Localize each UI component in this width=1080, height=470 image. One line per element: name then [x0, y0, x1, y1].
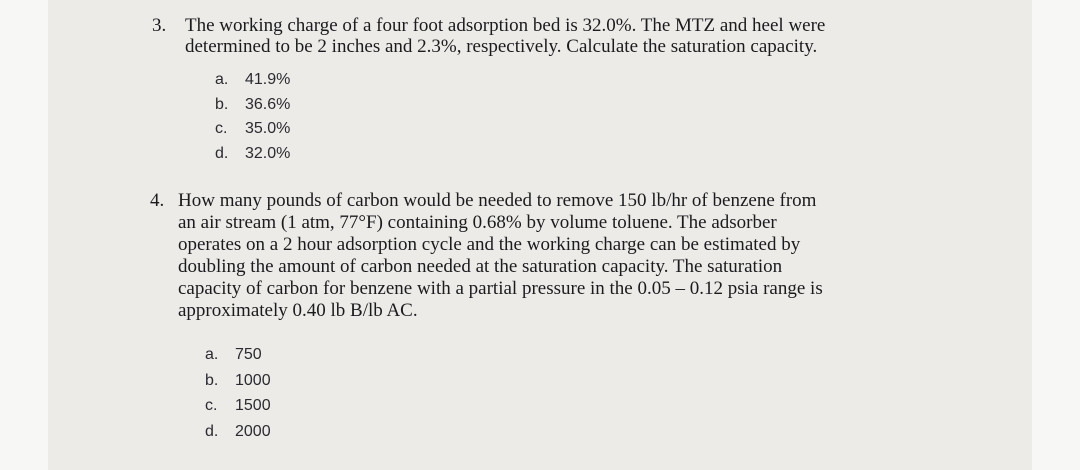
option-text: 32.0%	[245, 144, 291, 162]
option-letter: b.	[205, 371, 219, 389]
option-letter: a.	[205, 346, 219, 363]
question-text: approximately 0.40 lb B/lb AC.	[178, 300, 418, 321]
option-letter: c.	[215, 120, 228, 137]
option-text: 1000	[235, 371, 271, 389]
option-text: 1500	[235, 397, 271, 414]
option-text: 41.9%	[245, 71, 291, 88]
question-text: an air stream (1 atm, 77°F) containing 0…	[178, 212, 777, 233]
option-text: 750	[235, 346, 262, 363]
option-letter: c.	[205, 397, 218, 414]
option-letter: a.	[215, 71, 229, 88]
question-number: 4.	[150, 190, 165, 211]
option-letter: b.	[215, 95, 229, 113]
option-letter: d.	[205, 422, 219, 440]
option-text: 35.0%	[245, 120, 291, 137]
option-text: 2000	[235, 422, 271, 440]
question-text: operates on a 2 hour adsorption cycle an…	[178, 234, 801, 255]
question-text: determined to be 2 inches and 2.3%, resp…	[185, 36, 818, 57]
option-letter: d.	[215, 144, 229, 162]
question-text: doubling the amount of carbon needed at …	[178, 256, 783, 277]
option-text: 36.6%	[245, 95, 291, 113]
question-number: 3.	[152, 15, 167, 36]
document-sheet	[48, 0, 1032, 470]
question-text: How many pounds of carbon would be neede…	[178, 190, 817, 211]
question-text: The working charge of a four foot adsorp…	[185, 15, 826, 36]
question-text: capacity of carbon for benzene with a pa…	[178, 278, 823, 299]
